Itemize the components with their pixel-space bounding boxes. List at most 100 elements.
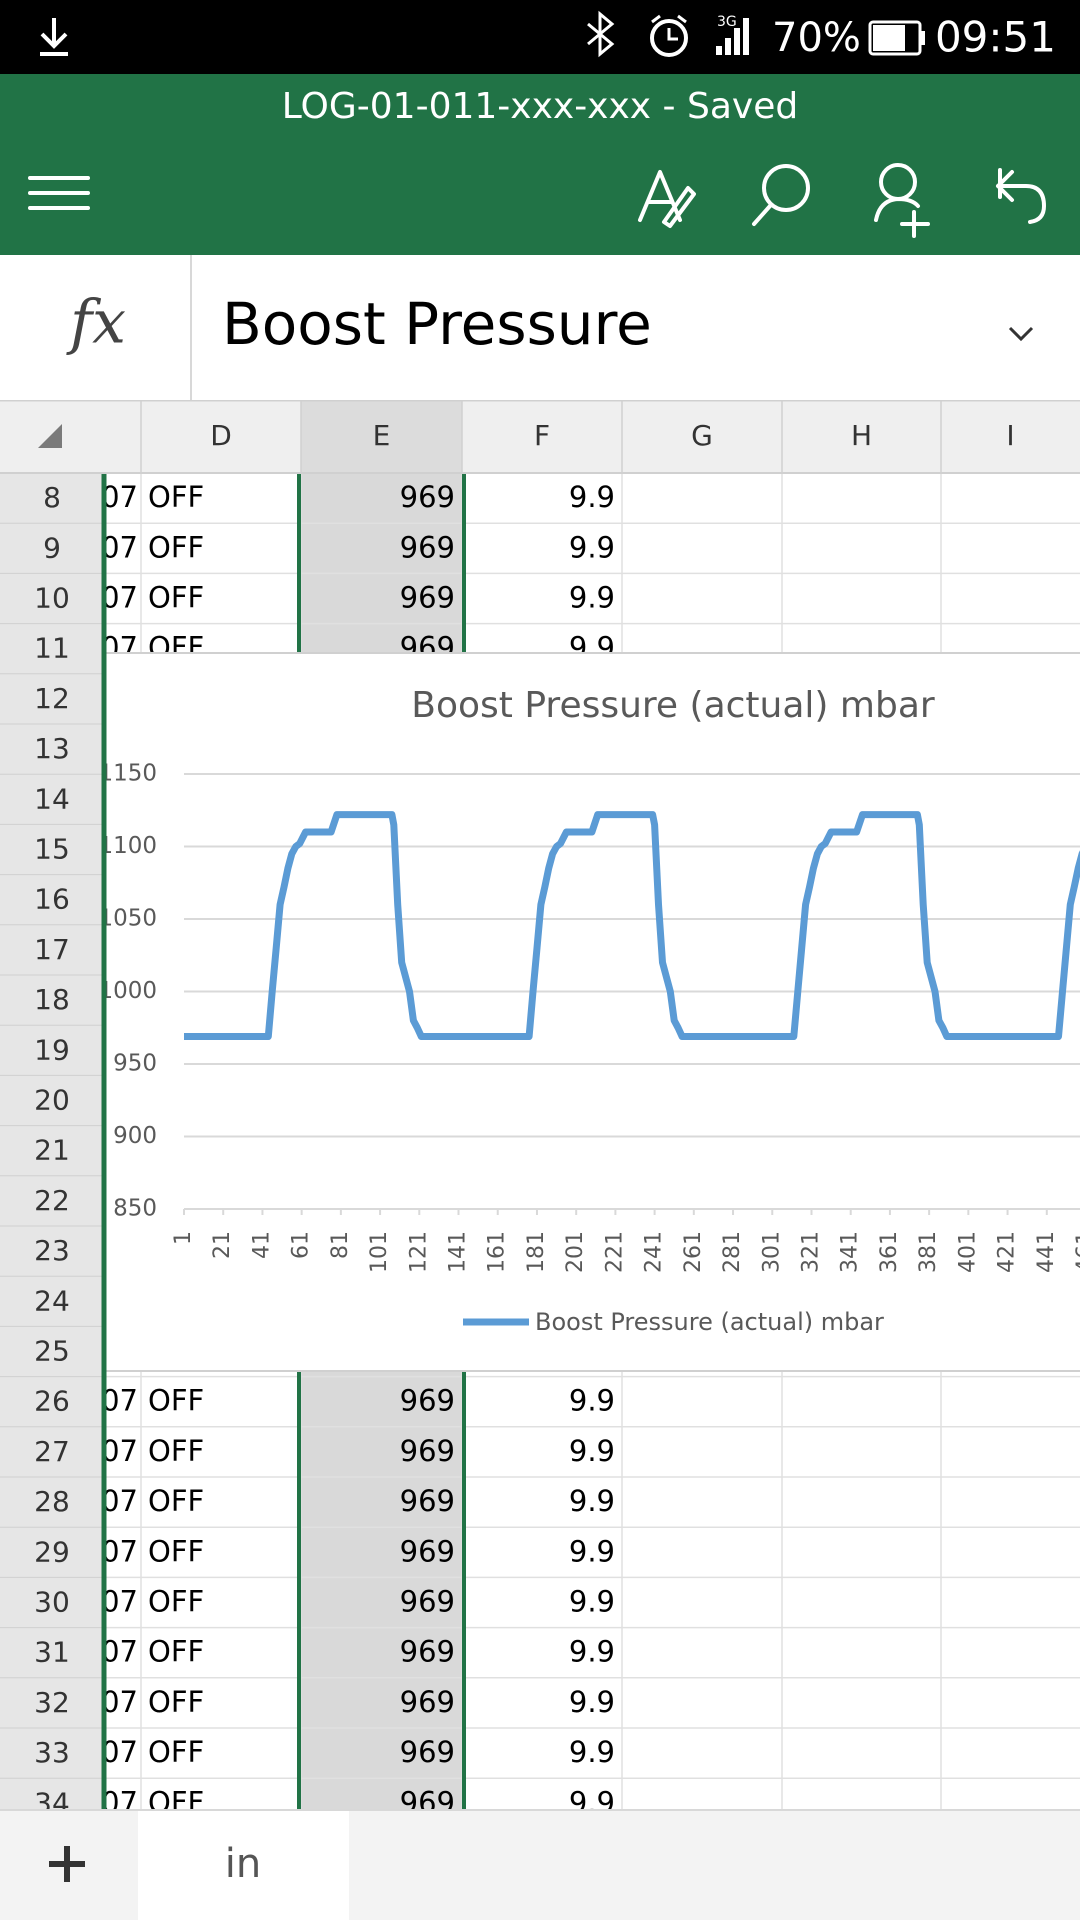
cell-value[interactable]: 07 xyxy=(101,581,138,615)
column-header[interactable]: I xyxy=(1006,419,1014,452)
cell-value[interactable]: 969 xyxy=(400,1585,455,1619)
cell-value[interactable]: 9.9 xyxy=(569,1735,615,1769)
cell-value[interactable]: 07 xyxy=(101,480,138,514)
chart: Boost Pressure (actual) mbar 850 900 950 100… xyxy=(98,652,1080,1372)
cell-value[interactable]: 9.9 xyxy=(569,1635,615,1669)
cell-value[interactable]: 9.9 xyxy=(569,1384,615,1418)
row-number[interactable]: 17 xyxy=(34,933,70,966)
cell-value[interactable]: 9.9 xyxy=(569,1585,615,1619)
row-number[interactable]: 16 xyxy=(34,883,70,916)
row-number[interactable]: 14 xyxy=(34,782,70,815)
cell-value[interactable]: 07 xyxy=(101,1685,138,1719)
cell-value[interactable]: 969 xyxy=(400,1534,455,1568)
cell-value[interactable]: 969 xyxy=(400,1434,455,1468)
row-number[interactable]: 32 xyxy=(34,1686,70,1719)
cell-value[interactable]: OFF xyxy=(148,1735,204,1769)
cell-value[interactable]: 07 xyxy=(101,1384,138,1418)
x-tick-label: 61 xyxy=(289,1231,314,1259)
cell-value[interactable]: 969 xyxy=(400,1685,455,1719)
x-tick-label: 161 xyxy=(485,1231,510,1273)
column-header[interactable]: H xyxy=(851,419,872,452)
cell-value[interactable]: 9.9 xyxy=(569,1484,615,1518)
cell-value[interactable]: 969 xyxy=(400,1384,455,1418)
cell-value[interactable]: 9.9 xyxy=(569,581,615,615)
cell-value[interactable]: OFF xyxy=(148,1585,204,1619)
cell-value[interactable]: 07 xyxy=(101,1484,138,1518)
selected-column-header xyxy=(301,400,462,473)
row-number[interactable]: 13 xyxy=(34,732,70,765)
function-label[interactable]: fx xyxy=(66,288,126,358)
row-number[interactable]: 9 xyxy=(43,531,61,564)
cell-value[interactable]: 969 xyxy=(400,480,455,514)
row-number[interactable]: 19 xyxy=(34,1033,70,1066)
cell-value[interactable]: 07 xyxy=(101,1585,138,1619)
row-number[interactable]: 12 xyxy=(34,682,70,715)
x-tick-label: 321 xyxy=(798,1231,823,1273)
row-number[interactable]: 26 xyxy=(34,1385,70,1418)
row-number[interactable]: 33 xyxy=(34,1736,70,1769)
row-number[interactable]: 10 xyxy=(34,582,70,615)
formula-content[interactable]: Boost Pressure xyxy=(222,290,652,358)
cell-value[interactable]: 9.9 xyxy=(569,480,615,514)
signal-bar xyxy=(734,28,740,55)
search-handle xyxy=(752,204,772,226)
cell-value[interactable]: OFF xyxy=(148,1534,204,1568)
chart-title: Boost Pressure (actual) mbar xyxy=(411,685,935,726)
row-number[interactable]: 29 xyxy=(34,1535,70,1568)
cell-value[interactable]: 969 xyxy=(400,1484,455,1518)
column-header[interactable]: D xyxy=(210,419,232,452)
cell-value[interactable]: 07 xyxy=(101,1635,138,1669)
cell-value[interactable]: 07 xyxy=(101,1534,138,1568)
expand-chevron[interactable] xyxy=(1008,326,1034,342)
cell-value[interactable]: OFF xyxy=(148,480,204,514)
cell-value[interactable]: 9.9 xyxy=(569,1685,615,1719)
row-number[interactable]: 25 xyxy=(34,1335,70,1368)
cell-value[interactable]: OFF xyxy=(148,581,204,615)
edit-button[interactable] xyxy=(638,170,696,228)
cell-value[interactable]: 969 xyxy=(400,581,455,615)
cell-value[interactable]: OFF xyxy=(148,1685,204,1719)
row-number[interactable]: 22 xyxy=(34,1184,70,1217)
row-number[interactable]: 20 xyxy=(34,1084,70,1117)
cell-value[interactable]: OFF xyxy=(148,1484,204,1518)
row-number[interactable]: 15 xyxy=(34,833,70,866)
row-number[interactable]: 27 xyxy=(34,1435,70,1468)
row-number[interactable]: 21 xyxy=(34,1134,70,1167)
row-number[interactable]: 18 xyxy=(34,983,70,1016)
row-number[interactable]: 28 xyxy=(34,1485,70,1518)
select-all[interactable] xyxy=(38,424,62,448)
cell-value[interactable]: 07 xyxy=(101,530,138,564)
cell-value[interactable]: 969 xyxy=(400,1735,455,1769)
battery-level xyxy=(873,25,905,51)
cell-value[interactable]: 9.9 xyxy=(569,530,615,564)
menu-button[interactable] xyxy=(28,176,90,210)
cell-value[interactable]: 9.9 xyxy=(569,1434,615,1468)
add-sheet-button[interactable] xyxy=(49,1846,85,1882)
column-header[interactable]: F xyxy=(534,419,550,452)
sheet-tab-label[interactable]: in xyxy=(225,1841,261,1887)
x-tick-label: 281 xyxy=(720,1231,745,1273)
cell-value[interactable]: OFF xyxy=(148,1434,204,1468)
cell-value[interactable]: 9.9 xyxy=(569,1534,615,1568)
undo-button[interactable] xyxy=(996,168,1046,224)
row-number[interactable]: 31 xyxy=(34,1636,70,1669)
x-tick-label: 241 xyxy=(642,1231,667,1273)
row-number[interactable]: 8 xyxy=(43,481,61,514)
row-number[interactable]: 24 xyxy=(34,1284,70,1317)
y-tick-label: 1000 xyxy=(98,978,157,1004)
sheet-tab[interactable] xyxy=(138,1811,349,1920)
column-header[interactable]: E xyxy=(373,419,391,452)
signal-bar xyxy=(716,46,722,55)
cell-value[interactable]: 07 xyxy=(101,1735,138,1769)
row-number[interactable]: 11 xyxy=(34,632,70,665)
search-button[interactable] xyxy=(762,164,810,212)
cell-value[interactable]: 969 xyxy=(400,1635,455,1669)
row-number[interactable]: 23 xyxy=(34,1234,70,1267)
cell-value[interactable]: OFF xyxy=(148,1384,204,1418)
row-number[interactable]: 30 xyxy=(34,1586,70,1619)
cell-value[interactable]: OFF xyxy=(148,1635,204,1669)
cell-value[interactable]: 07 xyxy=(101,1434,138,1468)
cell-value[interactable]: 969 xyxy=(400,530,455,564)
cell-value[interactable]: OFF xyxy=(148,530,204,564)
column-header[interactable]: G xyxy=(691,419,713,452)
